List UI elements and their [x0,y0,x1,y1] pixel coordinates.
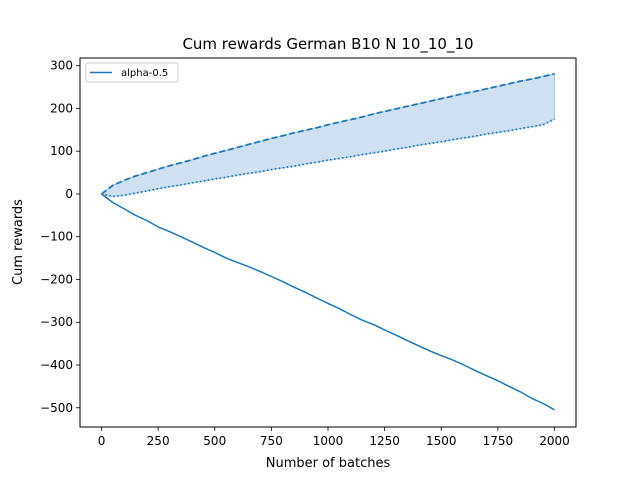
legend-box [85,62,179,83]
y-tick-label: −100 [40,230,73,244]
x-tick-label: 2000 [539,434,570,448]
x-tick-label: 250 [147,434,170,448]
y-tick-label: 200 [50,101,73,115]
y-tick-label: 0 [65,187,73,201]
legend: alpha-0.5 [85,62,179,83]
x-tick-label: 1750 [483,434,514,448]
y-tick-label: 300 [50,59,73,73]
legend-label: alpha-0.5 [121,68,168,79]
series-line-solid [101,193,555,411]
x-tick-label: 750 [260,434,283,448]
y-tick-label: −400 [40,358,73,372]
x-tick-label: 1000 [313,434,344,448]
x-tick-label: 0 [98,434,106,448]
y-tick-label: 100 [50,144,73,158]
y-tick-label: −300 [40,315,73,329]
y-axis-label: Cum rewards [11,199,26,285]
y-tick-label: −500 [40,401,73,415]
series-line-dotted [101,118,555,198]
series-line-dashed [100,72,555,195]
x-tick-label: 1500 [426,434,457,448]
x-tick-label: 1250 [369,434,400,448]
chart-title: Cum rewards German B10 N 10_10_10 [182,35,473,54]
band-fill [100,73,555,198]
y-tick-label: −200 [40,272,73,286]
x-tick-label: 500 [203,434,226,448]
x-axis-label: Number of batches [266,456,391,471]
